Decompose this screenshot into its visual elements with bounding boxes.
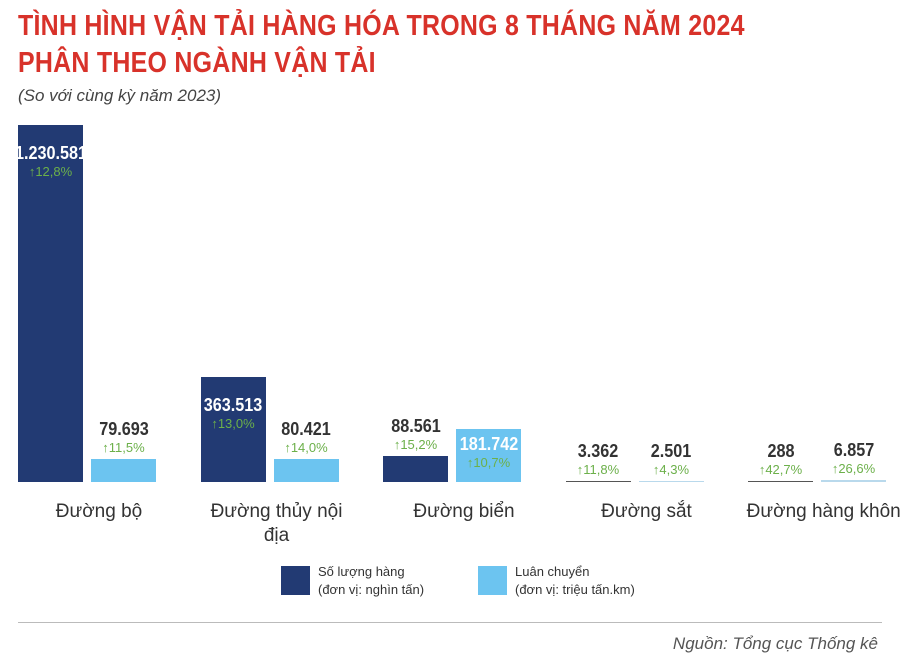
bar-turnover	[273, 458, 339, 482]
change-value: 11,8%	[583, 461, 620, 477]
arrow-up-icon: ↑	[831, 461, 839, 476]
arrow-up-icon: ↑	[211, 415, 218, 431]
arrow-up-icon: ↑	[284, 439, 291, 455]
category-label: Đường thủy nội địa	[210, 501, 343, 546]
change-value: 42,7%	[765, 461, 803, 477]
change-label: ↑4,3%	[626, 462, 716, 477]
bar-volume	[383, 456, 448, 482]
change-label: ↑13,0%	[188, 416, 278, 431]
legend-unit: (đơn vị: nghìn tấn)	[318, 582, 425, 597]
divider	[18, 622, 882, 623]
change-value: 11,5%	[108, 439, 145, 455]
data-label: 88.561 ↑15,2%	[371, 416, 461, 452]
data-label: 3.362 ↑11,8%	[553, 441, 643, 477]
change-value: 14,0%	[290, 439, 328, 455]
bar-volume	[565, 480, 631, 482]
value-label: 1.230.581	[14, 143, 87, 163]
value-label: 3.362	[577, 440, 619, 461]
category-label: Đường sắt	[601, 501, 692, 522]
change-label: ↑10,7%	[444, 455, 534, 470]
bar-volume	[18, 125, 83, 482]
arrow-up-icon: ↑	[393, 437, 401, 453]
category-label: Đường hàng không	[746, 501, 900, 522]
category-label: Đường biển	[413, 501, 515, 522]
data-label: 181.742 ↑10,7%	[444, 434, 534, 470]
bar-turnover	[638, 480, 704, 482]
subtitle: (So với cùng kỳ năm 2023)	[18, 86, 222, 105]
arrow-up-icon: ↑	[652, 461, 660, 477]
value-label: 6.857	[833, 440, 874, 460]
bar-turnover	[821, 480, 886, 482]
source-note: Nguồn: Tổng cục Thống kê	[672, 634, 878, 653]
change-value: 12,8%	[35, 164, 73, 179]
data-label: 2.501 ↑4,3%	[626, 441, 716, 477]
arrow-up-icon: ↑	[758, 461, 766, 477]
legend-swatch-turnover	[478, 566, 507, 595]
legend-turnover: Luân chuyển (đơn vị: triệu tấn.km)	[515, 563, 635, 599]
arrow-up-icon: ↑	[102, 439, 109, 455]
data-label: 79.693 ↑11,5%	[79, 419, 169, 455]
change-label: ↑14,0%	[261, 440, 351, 455]
bar-volume	[748, 480, 813, 482]
change-label: ↑12,8%	[6, 164, 96, 179]
data-label: 80.421 ↑14,0%	[261, 419, 351, 455]
arrow-up-icon: ↑	[28, 164, 36, 179]
change-value: 10,7%	[473, 454, 511, 470]
bar-turnover	[456, 429, 521, 482]
change-value: 26,6%	[838, 461, 876, 476]
value-label: 80.421	[281, 418, 331, 439]
arrow-up-icon: ↑	[466, 454, 474, 470]
value-label: 79.693	[98, 418, 149, 439]
change-label: ↑15,2%	[371, 437, 461, 452]
change-label: ↑26,6%	[809, 461, 899, 476]
change-label: ↑42,7%	[736, 462, 826, 477]
arrow-up-icon: ↑	[576, 461, 584, 477]
title-line-2: PHÂN THEO NGÀNH VẬN TẢI	[18, 47, 376, 79]
category-label: Đường bộ	[55, 501, 143, 522]
data-label: 288 ↑42,7%	[736, 441, 826, 477]
value-label: 88.561	[390, 416, 441, 437]
change-value: 4,3%	[659, 461, 690, 477]
legend-volume: Số lượng hàng (đơn vị: nghìn tấn)	[318, 563, 424, 599]
value-label: 363.513	[203, 394, 263, 415]
legend-label: Luân chuyển	[515, 564, 590, 579]
change-value: 15,2%	[400, 437, 438, 453]
value-label: 181.742	[459, 433, 518, 454]
legend-unit: (đơn vị: triệu tấn.km)	[515, 582, 635, 597]
bar-volume	[200, 376, 266, 482]
data-label: 363.513 ↑13,0%	[188, 395, 278, 431]
data-label: 6.857 ↑26,6%	[809, 440, 899, 476]
change-label: ↑11,5%	[79, 440, 169, 455]
data-label: 1.230.581 ↑12,8%	[6, 143, 96, 179]
value-label: 288	[766, 440, 795, 461]
change-value: 13,0%	[217, 415, 255, 431]
legend-swatch-volume	[281, 566, 310, 595]
value-label: 2.501	[650, 440, 692, 461]
legend-label: Số lượng hàng	[318, 564, 405, 579]
title-line-1: TÌNH HÌNH VẬN TẢI HÀNG HÓA TRONG 8 THÁNG…	[18, 10, 745, 42]
change-label: ↑11,8%	[553, 462, 643, 477]
bar-turnover	[91, 458, 156, 482]
